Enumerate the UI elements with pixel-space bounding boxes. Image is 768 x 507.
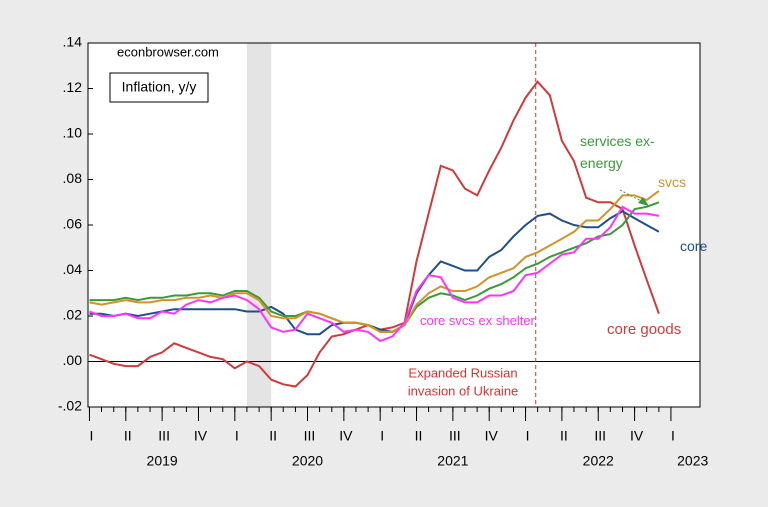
y-tick-label: .10 xyxy=(63,125,83,141)
y-tick-label: -.02 xyxy=(58,398,82,414)
x-tick-label: III xyxy=(304,428,316,444)
x-tick-label: I xyxy=(671,428,675,444)
x-tick-label: III xyxy=(158,428,170,444)
x-tick-label: III xyxy=(449,428,461,444)
series-label: services ex-energy xyxy=(580,133,655,171)
x-tick-label: I xyxy=(526,428,530,444)
series-label: core xyxy=(680,238,708,254)
label-arrowhead xyxy=(638,197,649,206)
y-tick-label: .08 xyxy=(63,170,83,186)
x-year-label: 2022 xyxy=(583,453,614,469)
plot-layer xyxy=(88,43,700,407)
x-tick-label: IV xyxy=(485,428,499,444)
x-year-label: 2021 xyxy=(437,453,468,469)
series-line xyxy=(89,205,660,343)
chart-title: Inflation, y/y xyxy=(122,79,197,95)
x-tick-label: I xyxy=(380,428,384,444)
x-tick-label: I xyxy=(90,428,94,444)
series-label: core svcs ex shelter xyxy=(420,313,535,328)
x-year-label: 2019 xyxy=(147,453,178,469)
x-tick-label: IV xyxy=(339,428,353,444)
y-tick-label: .12 xyxy=(63,79,83,95)
x-tick-label: II xyxy=(269,428,277,444)
series-label: core goods xyxy=(607,321,682,338)
shaded-region xyxy=(246,43,272,407)
source: econbrowser.com xyxy=(117,44,219,59)
x-tick-label: II xyxy=(560,428,568,444)
x-tick-label: I xyxy=(235,428,239,444)
x-year-label: 2020 xyxy=(292,453,323,469)
x-year-label: 2023 xyxy=(677,453,708,469)
series-line xyxy=(89,190,660,333)
x-tick-label: II xyxy=(124,428,132,444)
y-tick-label: .14 xyxy=(63,34,83,50)
plot-area xyxy=(88,43,700,407)
event-label: invasion of Ukraine xyxy=(408,383,519,398)
x-tick-label: II xyxy=(415,428,423,444)
y-tick-label: .04 xyxy=(63,261,83,277)
y-tick-label: .06 xyxy=(63,216,83,232)
x-tick-label: IV xyxy=(630,428,644,444)
label-arrow xyxy=(619,189,644,203)
x-tick-label: III xyxy=(594,428,606,444)
series-line xyxy=(89,210,660,336)
title-box xyxy=(109,72,209,103)
event-label: Expanded Russian xyxy=(408,365,517,380)
series-label: svcs xyxy=(658,174,686,190)
x-tick-label: IV xyxy=(194,428,208,444)
y-tick-label: .00 xyxy=(63,352,83,368)
y-tick-label: .02 xyxy=(63,307,83,323)
